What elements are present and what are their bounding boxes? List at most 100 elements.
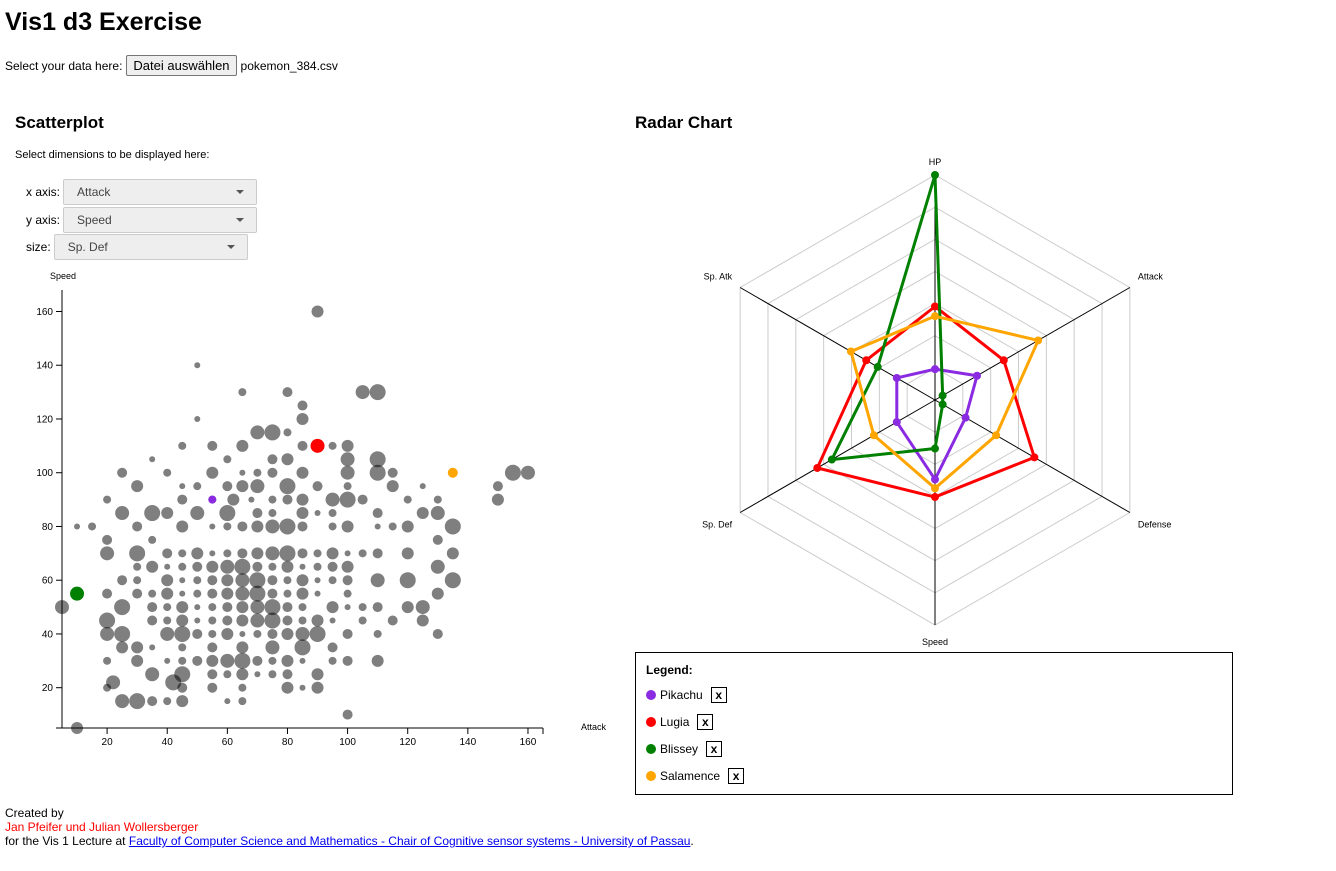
data-point[interactable] bbox=[313, 549, 322, 558]
data-point[interactable] bbox=[234, 652, 251, 669]
data-point[interactable] bbox=[219, 505, 236, 522]
data-point[interactable] bbox=[248, 496, 255, 503]
data-point[interactable] bbox=[264, 612, 281, 629]
data-point[interactable] bbox=[131, 654, 144, 667]
data-point[interactable] bbox=[342, 628, 353, 639]
data-point[interactable] bbox=[401, 547, 414, 560]
data-point[interactable] bbox=[311, 681, 324, 694]
data-point[interactable] bbox=[236, 601, 249, 614]
remove-blissey-button[interactable]: x bbox=[706, 740, 723, 757]
data-point[interactable] bbox=[163, 616, 172, 625]
data-point[interactable] bbox=[164, 657, 171, 664]
data-point[interactable] bbox=[268, 670, 277, 679]
data-point[interactable] bbox=[282, 615, 293, 626]
data-point[interactable] bbox=[100, 626, 115, 641]
data-point[interactable] bbox=[369, 451, 386, 468]
data-point[interactable] bbox=[114, 599, 131, 616]
data-point[interactable] bbox=[419, 483, 426, 490]
data-point[interactable] bbox=[237, 548, 248, 559]
data-point[interactable] bbox=[314, 577, 321, 584]
data-point[interactable] bbox=[146, 560, 159, 573]
data-point[interactable] bbox=[312, 481, 323, 492]
data-point[interactable] bbox=[249, 585, 266, 602]
data-point[interactable] bbox=[313, 562, 322, 571]
data-point[interactable] bbox=[207, 642, 218, 653]
data-point[interactable] bbox=[401, 520, 414, 533]
data-point[interactable] bbox=[430, 559, 445, 574]
data-point[interactable] bbox=[115, 694, 130, 709]
data-point[interactable] bbox=[221, 587, 234, 600]
data-point[interactable] bbox=[194, 415, 201, 422]
data-point[interactable] bbox=[388, 522, 397, 531]
data-point[interactable] bbox=[208, 616, 217, 625]
data-point[interactable] bbox=[163, 697, 172, 706]
data-point[interactable] bbox=[208, 603, 217, 612]
data-point[interactable] bbox=[369, 384, 386, 401]
data-point[interactable] bbox=[311, 668, 324, 681]
data-point[interactable] bbox=[325, 492, 340, 507]
data-point[interactable] bbox=[88, 522, 97, 531]
data-point[interactable] bbox=[328, 509, 337, 518]
data-point[interactable] bbox=[281, 681, 294, 694]
data-point[interactable] bbox=[165, 674, 182, 691]
data-point[interactable] bbox=[358, 616, 367, 625]
data-point[interactable] bbox=[239, 469, 246, 476]
data-point[interactable] bbox=[178, 562, 187, 571]
data-point[interactable] bbox=[296, 466, 309, 479]
data-point[interactable] bbox=[341, 439, 354, 452]
data-point[interactable] bbox=[298, 603, 307, 612]
data-point[interactable] bbox=[357, 494, 368, 505]
data-point[interactable] bbox=[208, 629, 217, 638]
data-point[interactable] bbox=[235, 586, 250, 601]
data-point[interactable] bbox=[252, 655, 263, 666]
data-point[interactable] bbox=[250, 600, 265, 615]
data-point[interactable] bbox=[147, 696, 158, 707]
data-point[interactable] bbox=[192, 655, 203, 666]
data-point-pikachu[interactable] bbox=[208, 495, 217, 504]
data-point[interactable] bbox=[339, 491, 356, 508]
data-point[interactable] bbox=[327, 561, 338, 572]
data-point[interactable] bbox=[279, 545, 296, 562]
data-point[interactable] bbox=[100, 546, 115, 561]
data-point[interactable] bbox=[430, 506, 445, 521]
data-point[interactable] bbox=[444, 572, 461, 589]
data-point[interactable] bbox=[223, 522, 232, 531]
data-point[interactable] bbox=[194, 604, 201, 611]
data-point[interactable] bbox=[355, 385, 370, 400]
remove-lugia-button[interactable]: x bbox=[697, 713, 714, 730]
data-point[interactable] bbox=[249, 572, 266, 589]
data-point[interactable] bbox=[358, 603, 367, 612]
data-point[interactable] bbox=[282, 669, 293, 680]
data-point[interactable] bbox=[283, 589, 292, 598]
data-point[interactable] bbox=[297, 440, 308, 451]
data-point[interactable] bbox=[279, 478, 296, 495]
data-point[interactable] bbox=[161, 507, 174, 520]
data-point[interactable] bbox=[415, 600, 430, 615]
data-point[interactable] bbox=[191, 547, 204, 560]
y-axis-select[interactable]: Speed bbox=[63, 207, 258, 233]
data-point[interactable] bbox=[220, 653, 235, 668]
data-point[interactable] bbox=[117, 467, 128, 478]
data-point[interactable] bbox=[176, 695, 189, 708]
data-point-blissey[interactable] bbox=[70, 586, 85, 601]
data-point[interactable] bbox=[342, 709, 353, 720]
data-point[interactable] bbox=[265, 640, 280, 655]
choose-file-button[interactable]: Datei auswählen bbox=[126, 55, 237, 76]
data-point[interactable] bbox=[193, 482, 202, 491]
data-point[interactable] bbox=[328, 441, 337, 450]
data-point[interactable] bbox=[296, 507, 309, 520]
data-point[interactable] bbox=[340, 465, 355, 480]
data-point[interactable] bbox=[206, 560, 219, 573]
data-point[interactable] bbox=[297, 521, 308, 532]
data-point[interactable] bbox=[283, 428, 292, 437]
data-point[interactable] bbox=[207, 440, 218, 451]
data-point[interactable] bbox=[311, 305, 324, 318]
data-point[interactable] bbox=[179, 577, 186, 584]
data-point[interactable] bbox=[176, 601, 189, 614]
data-point[interactable] bbox=[358, 549, 367, 558]
data-point[interactable] bbox=[145, 667, 160, 682]
data-point[interactable] bbox=[327, 642, 338, 653]
data-point[interactable] bbox=[314, 510, 321, 517]
data-point[interactable] bbox=[372, 602, 383, 613]
data-point[interactable] bbox=[296, 574, 309, 587]
